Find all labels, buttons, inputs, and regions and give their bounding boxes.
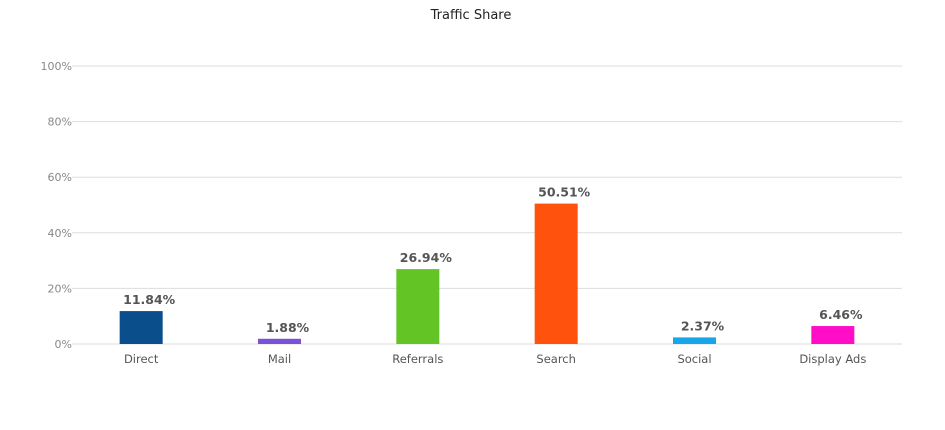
bar-search — [534, 203, 578, 344]
bar-display-ads — [811, 326, 855, 344]
data-labels: 11.84% 1.88% 26.94% 50.51% 2.37% 6.46% — [123, 185, 863, 335]
x-tick-label: Search — [536, 352, 576, 366]
data-label: 6.46% — [819, 307, 863, 322]
data-label: 50.51% — [538, 185, 591, 200]
y-tick-label: 80% — [48, 116, 72, 129]
bar-referrals — [396, 269, 440, 344]
bar-direct — [119, 311, 163, 344]
y-axis-ticks: 0% 20% 40% 60% 80% 100% — [41, 60, 72, 351]
x-tick-label: Direct — [124, 352, 159, 366]
x-axis-ticks: Direct Mail Referrals Search Social Display A… — [124, 352, 866, 366]
bars — [119, 203, 855, 344]
data-label: 2.37% — [681, 318, 725, 333]
bar-mail — [258, 338, 301, 344]
data-label: 26.94% — [400, 250, 453, 265]
y-tick-label: 100% — [41, 60, 72, 73]
y-tick-label: 0% — [55, 338, 72, 351]
bar-social — [673, 337, 716, 344]
gridlines — [72, 65, 902, 345]
y-tick-label: 20% — [48, 282, 72, 295]
y-tick-label: 40% — [48, 227, 72, 240]
chart-title: Traffic Share — [430, 8, 512, 23]
x-tick-label: Mail — [268, 352, 291, 366]
x-tick-label: Referrals — [392, 352, 443, 366]
data-label: 11.84% — [123, 292, 176, 307]
y-tick-label: 60% — [48, 171, 72, 184]
data-label: 1.88% — [266, 320, 310, 335]
x-tick-label: Social — [677, 352, 711, 366]
x-tick-label: Display Ads — [799, 352, 866, 366]
